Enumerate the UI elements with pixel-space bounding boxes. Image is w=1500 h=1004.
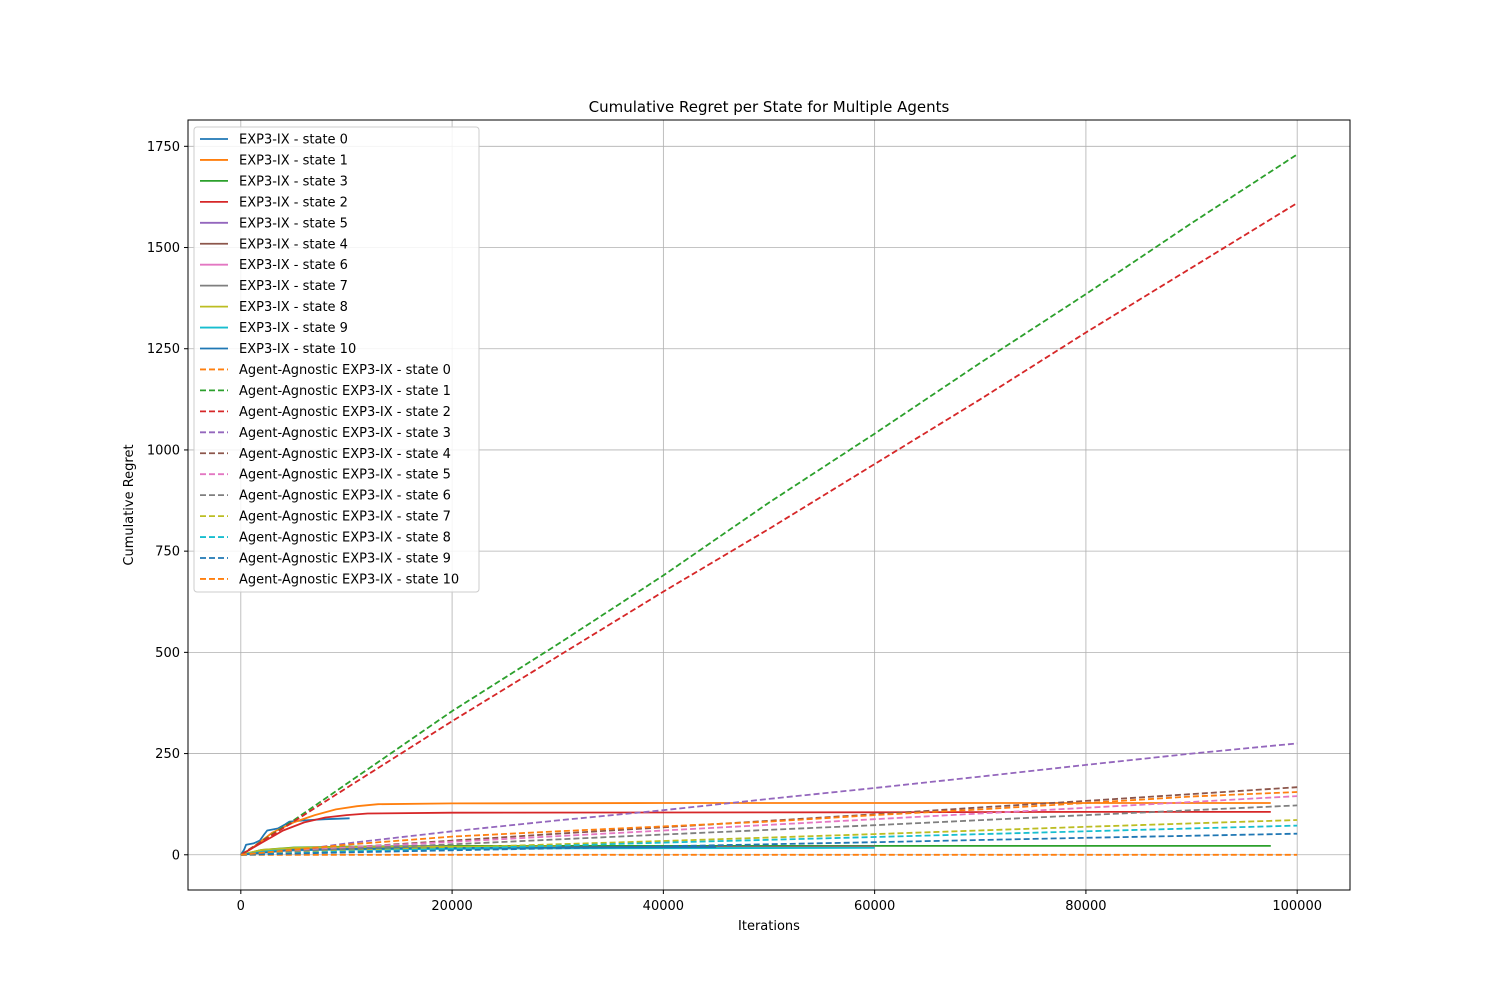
legend-box bbox=[193, 126, 480, 593]
y-tick-label: 500 bbox=[155, 646, 180, 661]
legend: EXP3-IX - state 0 EXP3-IX - state 1 EXP3-I… bbox=[193, 126, 480, 593]
y-axis-ticks: 0 250 500 750 1000 1250 1500 1750 bbox=[147, 140, 188, 863]
chart-title: Cumulative Regret per State for Multiple… bbox=[589, 98, 950, 116]
legend-label: EXP3-IX - state 8 bbox=[239, 300, 348, 315]
series-line-13 bbox=[240, 202, 1298, 856]
legend-label: Agent-Agnostic EXP3-IX - state 8 bbox=[239, 531, 451, 546]
series-line-21 bbox=[240, 791, 1298, 856]
legend-label: Agent-Agnostic EXP3-IX - state 1 bbox=[239, 384, 451, 399]
y-tick-label: 1750 bbox=[147, 140, 180, 155]
series-line-12 bbox=[240, 153, 1298, 856]
legend-label: Agent-Agnostic EXP3-IX - state 7 bbox=[239, 510, 451, 525]
series-line-16 bbox=[240, 795, 1298, 856]
x-tick-label: 60000 bbox=[854, 899, 895, 914]
legend-label: Agent-Agnostic EXP3-IX - state 0 bbox=[239, 363, 451, 378]
series-line-3 bbox=[240, 811, 1271, 856]
x-axis-ticks: 0 20000 40000 60000 80000 100000 bbox=[237, 890, 1322, 914]
legend-label: EXP3-IX - state 0 bbox=[239, 133, 348, 148]
y-tick-label: 0 bbox=[172, 848, 180, 863]
series-line-14 bbox=[240, 742, 1298, 856]
series-line-19 bbox=[240, 824, 1298, 856]
legend-label: EXP3-IX - state 1 bbox=[239, 153, 348, 168]
legend-label: Agent-Agnostic EXP3-IX - state 10 bbox=[239, 572, 459, 587]
y-tick-label: 250 bbox=[155, 747, 180, 762]
x-tick-label: 0 bbox=[237, 899, 245, 914]
legend-label: EXP3-IX - state 6 bbox=[239, 258, 348, 273]
series-line-17 bbox=[240, 804, 1298, 856]
legend-label: Agent-Agnostic EXP3-IX - state 5 bbox=[239, 468, 451, 483]
legend-label: EXP3-IX - state 7 bbox=[239, 279, 348, 294]
plot-frame bbox=[187, 119, 1351, 891]
legend-label: EXP3-IX - state 9 bbox=[239, 321, 348, 336]
legend-label: Agent-Agnostic EXP3-IX - state 4 bbox=[239, 447, 451, 462]
legend-label: Agent-Agnostic EXP3-IX - state 2 bbox=[239, 405, 451, 420]
legend-label: Agent-Agnostic EXP3-IX - state 9 bbox=[239, 552, 451, 567]
y-tick-label: 1500 bbox=[147, 241, 180, 256]
x-tick-label: 100000 bbox=[1272, 899, 1322, 914]
x-tick-label: 20000 bbox=[431, 899, 472, 914]
x-tick-label: 80000 bbox=[1065, 899, 1106, 914]
legend-label: EXP3-IX - state 4 bbox=[239, 237, 348, 252]
y-tick-label: 750 bbox=[155, 545, 180, 560]
legend-label: EXP3-IX - state 2 bbox=[239, 195, 348, 210]
y-axis-label: Cumulative Regret bbox=[122, 444, 137, 565]
y-tick-label: 1000 bbox=[147, 443, 180, 458]
legend-label: Agent-Agnostic EXP3-IX - state 3 bbox=[239, 426, 451, 441]
x-tick-label: 40000 bbox=[643, 899, 684, 914]
x-axis-label: Iterations bbox=[738, 919, 800, 934]
series-line-0 bbox=[240, 817, 350, 856]
legend-label: EXP3-IX - state 10 bbox=[239, 342, 356, 357]
series-lines bbox=[240, 153, 1298, 856]
legend-label: EXP3-IX - state 5 bbox=[239, 216, 348, 231]
legend-label: Agent-Agnostic EXP3-IX - state 6 bbox=[239, 489, 451, 504]
y-tick-label: 1250 bbox=[147, 342, 180, 357]
legend-label: EXP3-IX - state 3 bbox=[239, 174, 348, 189]
